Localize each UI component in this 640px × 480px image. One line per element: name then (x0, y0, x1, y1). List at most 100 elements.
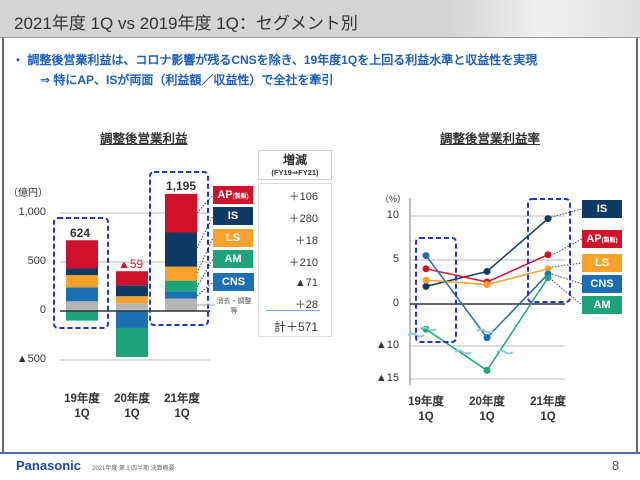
bar-ytick: ▲500 (16, 353, 46, 365)
axis-break-icon (454, 349, 472, 355)
delta-table (258, 183, 332, 337)
bar-segment-other (116, 303, 148, 311)
bar-segment-is (66, 268, 98, 276)
bar-segment-cns (165, 291, 197, 299)
line-xlabel-19: 19年度 1Q (408, 396, 444, 423)
bar-segment-am (116, 327, 148, 357)
slide-title: 2021年度 1Q vs 2019年度 1Q：セグメント別 (14, 14, 358, 33)
bar-xlabel-20: 20年度 1Q (114, 393, 150, 420)
bar-segment-ls (116, 296, 148, 304)
bar-ytick: 0 (39, 304, 46, 316)
total-label-21: 1,195 (166, 179, 197, 193)
line-point-am (544, 274, 552, 282)
bar-segment-ls (165, 266, 197, 281)
legend-ap: AP (製販) (213, 186, 253, 204)
bar-segment-cns (66, 287, 98, 302)
bar-unit: （億円） (8, 188, 48, 199)
line-xlabel-21: 21年度 1Q (530, 396, 566, 423)
line-point-ls (483, 281, 491, 289)
bar-segment-ap (116, 271, 148, 286)
bar-segment-ap (66, 240, 98, 269)
bar-segment-is (116, 285, 148, 297)
bar-segment-ap (165, 193, 197, 233)
line-unit: （%） (380, 194, 407, 204)
line-legend-is: IS (582, 200, 622, 218)
line-xlabel-20: 20年度 1Q (469, 396, 505, 423)
axis-break-icon (476, 328, 494, 334)
page-number: 8 (612, 458, 620, 473)
line-legend-ap: AP (製販) (582, 230, 622, 248)
legend-leader (196, 215, 214, 249)
axis-break-icon (496, 349, 514, 355)
line-series-am (425, 277, 549, 372)
delta-value: ▲71 (294, 277, 318, 289)
line-point-ls (422, 276, 430, 284)
line-ytick: 0 (392, 297, 399, 309)
highlight-box (527, 198, 571, 303)
highlight-box (149, 171, 209, 326)
line-series-cns (425, 255, 549, 339)
legend-am: AM (213, 250, 253, 268)
line-series-is (425, 218, 549, 288)
bar-segment-am (165, 280, 197, 292)
delta-total: 計＋571 (273, 320, 318, 334)
legend-is: IS (213, 207, 253, 225)
delta-divider (266, 310, 320, 311)
axis-break-icon (419, 326, 437, 332)
bullet-1: ・ 調整後営業利益は、コロナ影響が残るCNSを除き、19年度1Qを上回る利益水準… (12, 53, 538, 67)
line-ytick: 5 (392, 253, 399, 265)
bar-segment-ls (66, 275, 98, 288)
legend-cns: CNS (213, 273, 254, 291)
bar-segment-is (165, 232, 197, 267)
bar-chart-title: 調整後営業利益 (100, 132, 188, 146)
legend-leader (553, 238, 583, 255)
legend-leader (196, 237, 214, 274)
delta-subtitle: (FY19⇒FY21) (271, 168, 319, 177)
delta-title: 増減 (282, 153, 307, 167)
legend-leader (551, 279, 583, 306)
line-point-cns (422, 252, 430, 260)
line-point-am (483, 366, 491, 374)
slide-header (0, 0, 640, 38)
legend-other: 消去・調整等 (216, 298, 252, 315)
line-chart-title: 調整後営業利益率 (440, 132, 541, 146)
legend-ls: LS (213, 229, 253, 247)
footer-doc-title: 2021年度 第１四半期 決算概要 (92, 466, 175, 472)
delta-value: ＋280 (288, 213, 318, 225)
bar-segment-other (66, 301, 98, 311)
slide-frame (2, 38, 638, 452)
bar-xlabel-19: 19年度 1Q (64, 393, 100, 420)
delta-value: ＋210 (288, 257, 318, 269)
bar-ytick: 1,000 (18, 206, 46, 218)
legend-leader (196, 281, 214, 297)
line-point-ap (544, 251, 552, 259)
line-ytick: 10 (386, 209, 399, 221)
bar-segment-cns (116, 311, 148, 328)
line-point-ls (544, 265, 552, 273)
line-point-ap (422, 265, 430, 273)
total-label-20: ▲59 (118, 257, 144, 271)
line-legend-cns: CNS (582, 275, 622, 293)
legend-leader (547, 208, 583, 219)
line-legend-ls: LS (582, 254, 622, 272)
delta-value: ＋106 (288, 191, 318, 203)
line-point-is (422, 282, 430, 290)
line-point-cns (483, 334, 491, 342)
delta-header: 増減 (FY19⇒FY21) (258, 150, 332, 180)
line-ytick: ▲15 (375, 372, 399, 384)
bullet-2: ⇒ 特にAP、ISが両面（利益額／収益性）で全社を牽引 (40, 73, 334, 87)
bar-segment-am (66, 311, 98, 321)
delta-value: ＋28 (294, 299, 318, 311)
bar-xlabel-21: 21年度 1Q (164, 393, 200, 420)
line-legend-am: AM (582, 296, 622, 314)
total-label-19: 624 (70, 226, 91, 240)
footer-divider (0, 452, 640, 454)
line-ytick: ▲10 (375, 339, 399, 351)
bar-segment-other (165, 298, 197, 311)
legend-leader (551, 262, 583, 268)
legend-leader (551, 273, 583, 285)
legend-leader (196, 194, 214, 214)
highlight-box (415, 237, 457, 343)
bar-ytick: 500 (27, 255, 46, 267)
